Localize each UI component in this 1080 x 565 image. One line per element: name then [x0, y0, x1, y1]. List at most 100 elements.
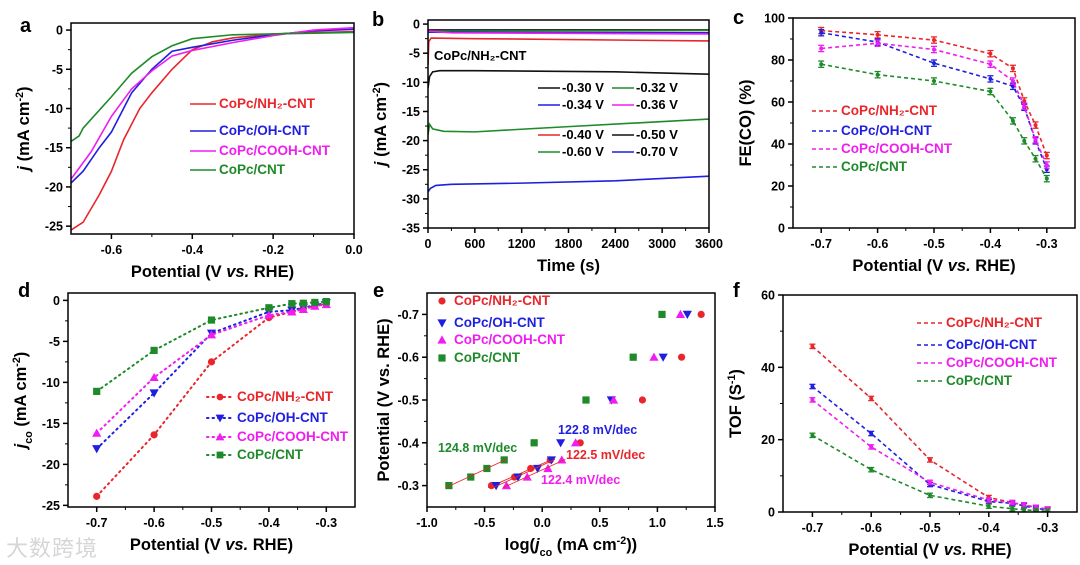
- marker-square: [150, 346, 158, 354]
- series-line-0: [821, 29, 1048, 156]
- legend-item: CoPc/NH₂-CNT: [438, 293, 551, 308]
- data-point: [986, 504, 991, 509]
- legend-label: -0.32 V: [636, 80, 678, 95]
- label-segment: RHE): [249, 263, 294, 281]
- x-axis-title: Potential (V vs. RHE): [130, 536, 293, 554]
- legend-label: CoPc/OH-CNT: [219, 123, 311, 138]
- legend-item: CoPc/COOH-CNT: [437, 332, 566, 347]
- plot-area: [818, 26, 1050, 183]
- marker-square: [467, 473, 475, 481]
- label-segment: vs.: [948, 257, 971, 275]
- marker-circle: [677, 353, 686, 361]
- x-tick-label: 0.0: [534, 516, 551, 530]
- data-point: [1010, 118, 1015, 123]
- x-tick-label: -0.7: [802, 521, 824, 535]
- legend-label: CoPc/CNT: [841, 159, 908, 174]
- legend-label: -0.30 V: [562, 80, 604, 95]
- label-segment: -1: [726, 375, 738, 385]
- x-tick-label: 3000: [648, 237, 676, 251]
- y-tick-label: -5: [49, 335, 60, 349]
- legend-label: -0.40 V: [562, 127, 604, 142]
- marker-square: [311, 298, 319, 307]
- marker-triangle-up: [149, 372, 159, 382]
- data-point: [932, 61, 936, 66]
- data-point: [869, 396, 874, 401]
- x-tick-label: 1800: [555, 237, 583, 251]
- marker-circle: [150, 431, 158, 439]
- x-tick-label: -0.5: [474, 516, 496, 530]
- panel-f: f -0.7 -0.6 -0.5 -0.4 -0.3 0 20 40 60 Potential (V…: [726, 280, 1078, 559]
- legend-item: -0.40 V: [538, 127, 604, 142]
- y-tick-label: -25: [45, 220, 63, 234]
- data-point: [875, 41, 880, 46]
- label-segment: co: [540, 547, 553, 559]
- data-point: [932, 38, 936, 43]
- legend-item: CoPc/NH₂-CNT: [812, 103, 938, 118]
- data-point: [1010, 506, 1015, 511]
- legend-item: CoPc/NH₂-CNT: [206, 389, 334, 404]
- legend-label: -0.34 V: [562, 97, 604, 112]
- data-point: [928, 480, 932, 485]
- series-line-1: [428, 29, 709, 32]
- marker-triangle-up: [543, 463, 553, 473]
- data-point: [928, 493, 932, 498]
- y-axis-title: Potential (V vs. RHE): [375, 318, 393, 481]
- x-tick-label: -0.6: [101, 243, 123, 257]
- y-tick-label: -0.5: [397, 394, 419, 408]
- y-tick-label: 0: [53, 294, 60, 308]
- marker-triangle-up: [557, 455, 567, 464]
- marker-circle: [207, 358, 216, 366]
- panel-a: a -0.6 -0.4 -0.2 0.0 0 -5 -10 -15 -20 -25 Potential…: [14, 15, 363, 281]
- data-point: [988, 89, 993, 94]
- marker-triangle-down: [658, 353, 668, 362]
- label-segment: -2: [14, 92, 26, 102]
- marker-triangle-up: [675, 309, 686, 318]
- legend-label: -0.50 V: [636, 127, 678, 142]
- series-line-0: [95, 302, 328, 498]
- data-point: [1010, 84, 1015, 89]
- label-segment: co: [23, 431, 35, 444]
- legend-label: CoPc/NH₂-CNT: [841, 103, 938, 118]
- series-line-3: [821, 63, 1048, 180]
- legend-label: CoPc/OH-CNT: [237, 410, 329, 425]
- y-tick-label: 40: [761, 361, 775, 375]
- sample-label: CoPc/NH₂-CNT: [434, 48, 527, 63]
- label-segment: j: [12, 443, 30, 450]
- marker-triangle-down: [532, 464, 543, 474]
- y-tick-label: -0.4: [397, 436, 419, 450]
- plot-area: [92, 298, 331, 500]
- legend-label: -0.36 V: [636, 97, 678, 112]
- legend-label: CoPc/NH₂-CNT: [219, 96, 316, 111]
- x-tick-label: -1.0: [416, 516, 438, 530]
- legend-item: CoPc/COOH-CNT: [190, 143, 331, 158]
- data-point: [1010, 66, 1015, 71]
- label-segment: Potential (V vs. RHE): [375, 318, 393, 481]
- label-segment: ): [372, 82, 390, 88]
- panel-letter: a: [20, 15, 32, 37]
- data-point: [869, 444, 874, 449]
- label-segment: Time (s): [537, 257, 600, 275]
- label-segment: log(: [505, 536, 536, 554]
- data-point: [1044, 176, 1049, 181]
- y-tick-label: -15: [402, 105, 420, 119]
- y-tick-label: -35: [402, 222, 420, 236]
- y-tick-label: 0: [768, 506, 775, 520]
- label-segment: Potential (V: [131, 263, 226, 281]
- y-tick-label: -20: [45, 180, 63, 194]
- data-point: [869, 431, 874, 436]
- y-tick-label: 20: [761, 433, 775, 447]
- panel-c: c -0.7 -0.6 -0.5 -0.4 -0.3 0 20 40 60 80 100 Potenti…: [733, 7, 1076, 275]
- y-tick-label: -0.3: [397, 479, 419, 493]
- marker-square: [445, 482, 453, 490]
- marker-triangle-down: [149, 389, 159, 398]
- data-point: [988, 51, 993, 56]
- y-tick-label: -25: [402, 163, 420, 177]
- data-point: [869, 467, 874, 472]
- panel-d: d -0.7 -0.6 -0.5 -0.4 -0.3 0 -5 -10 -15 -20 -25 Pote…: [11, 280, 356, 554]
- legend-item: CoPc/OH-CNT: [437, 315, 546, 330]
- marker-circle: [216, 393, 224, 401]
- legend-item: -0.34 V: [538, 97, 604, 112]
- y-tick-label: 0: [778, 222, 785, 236]
